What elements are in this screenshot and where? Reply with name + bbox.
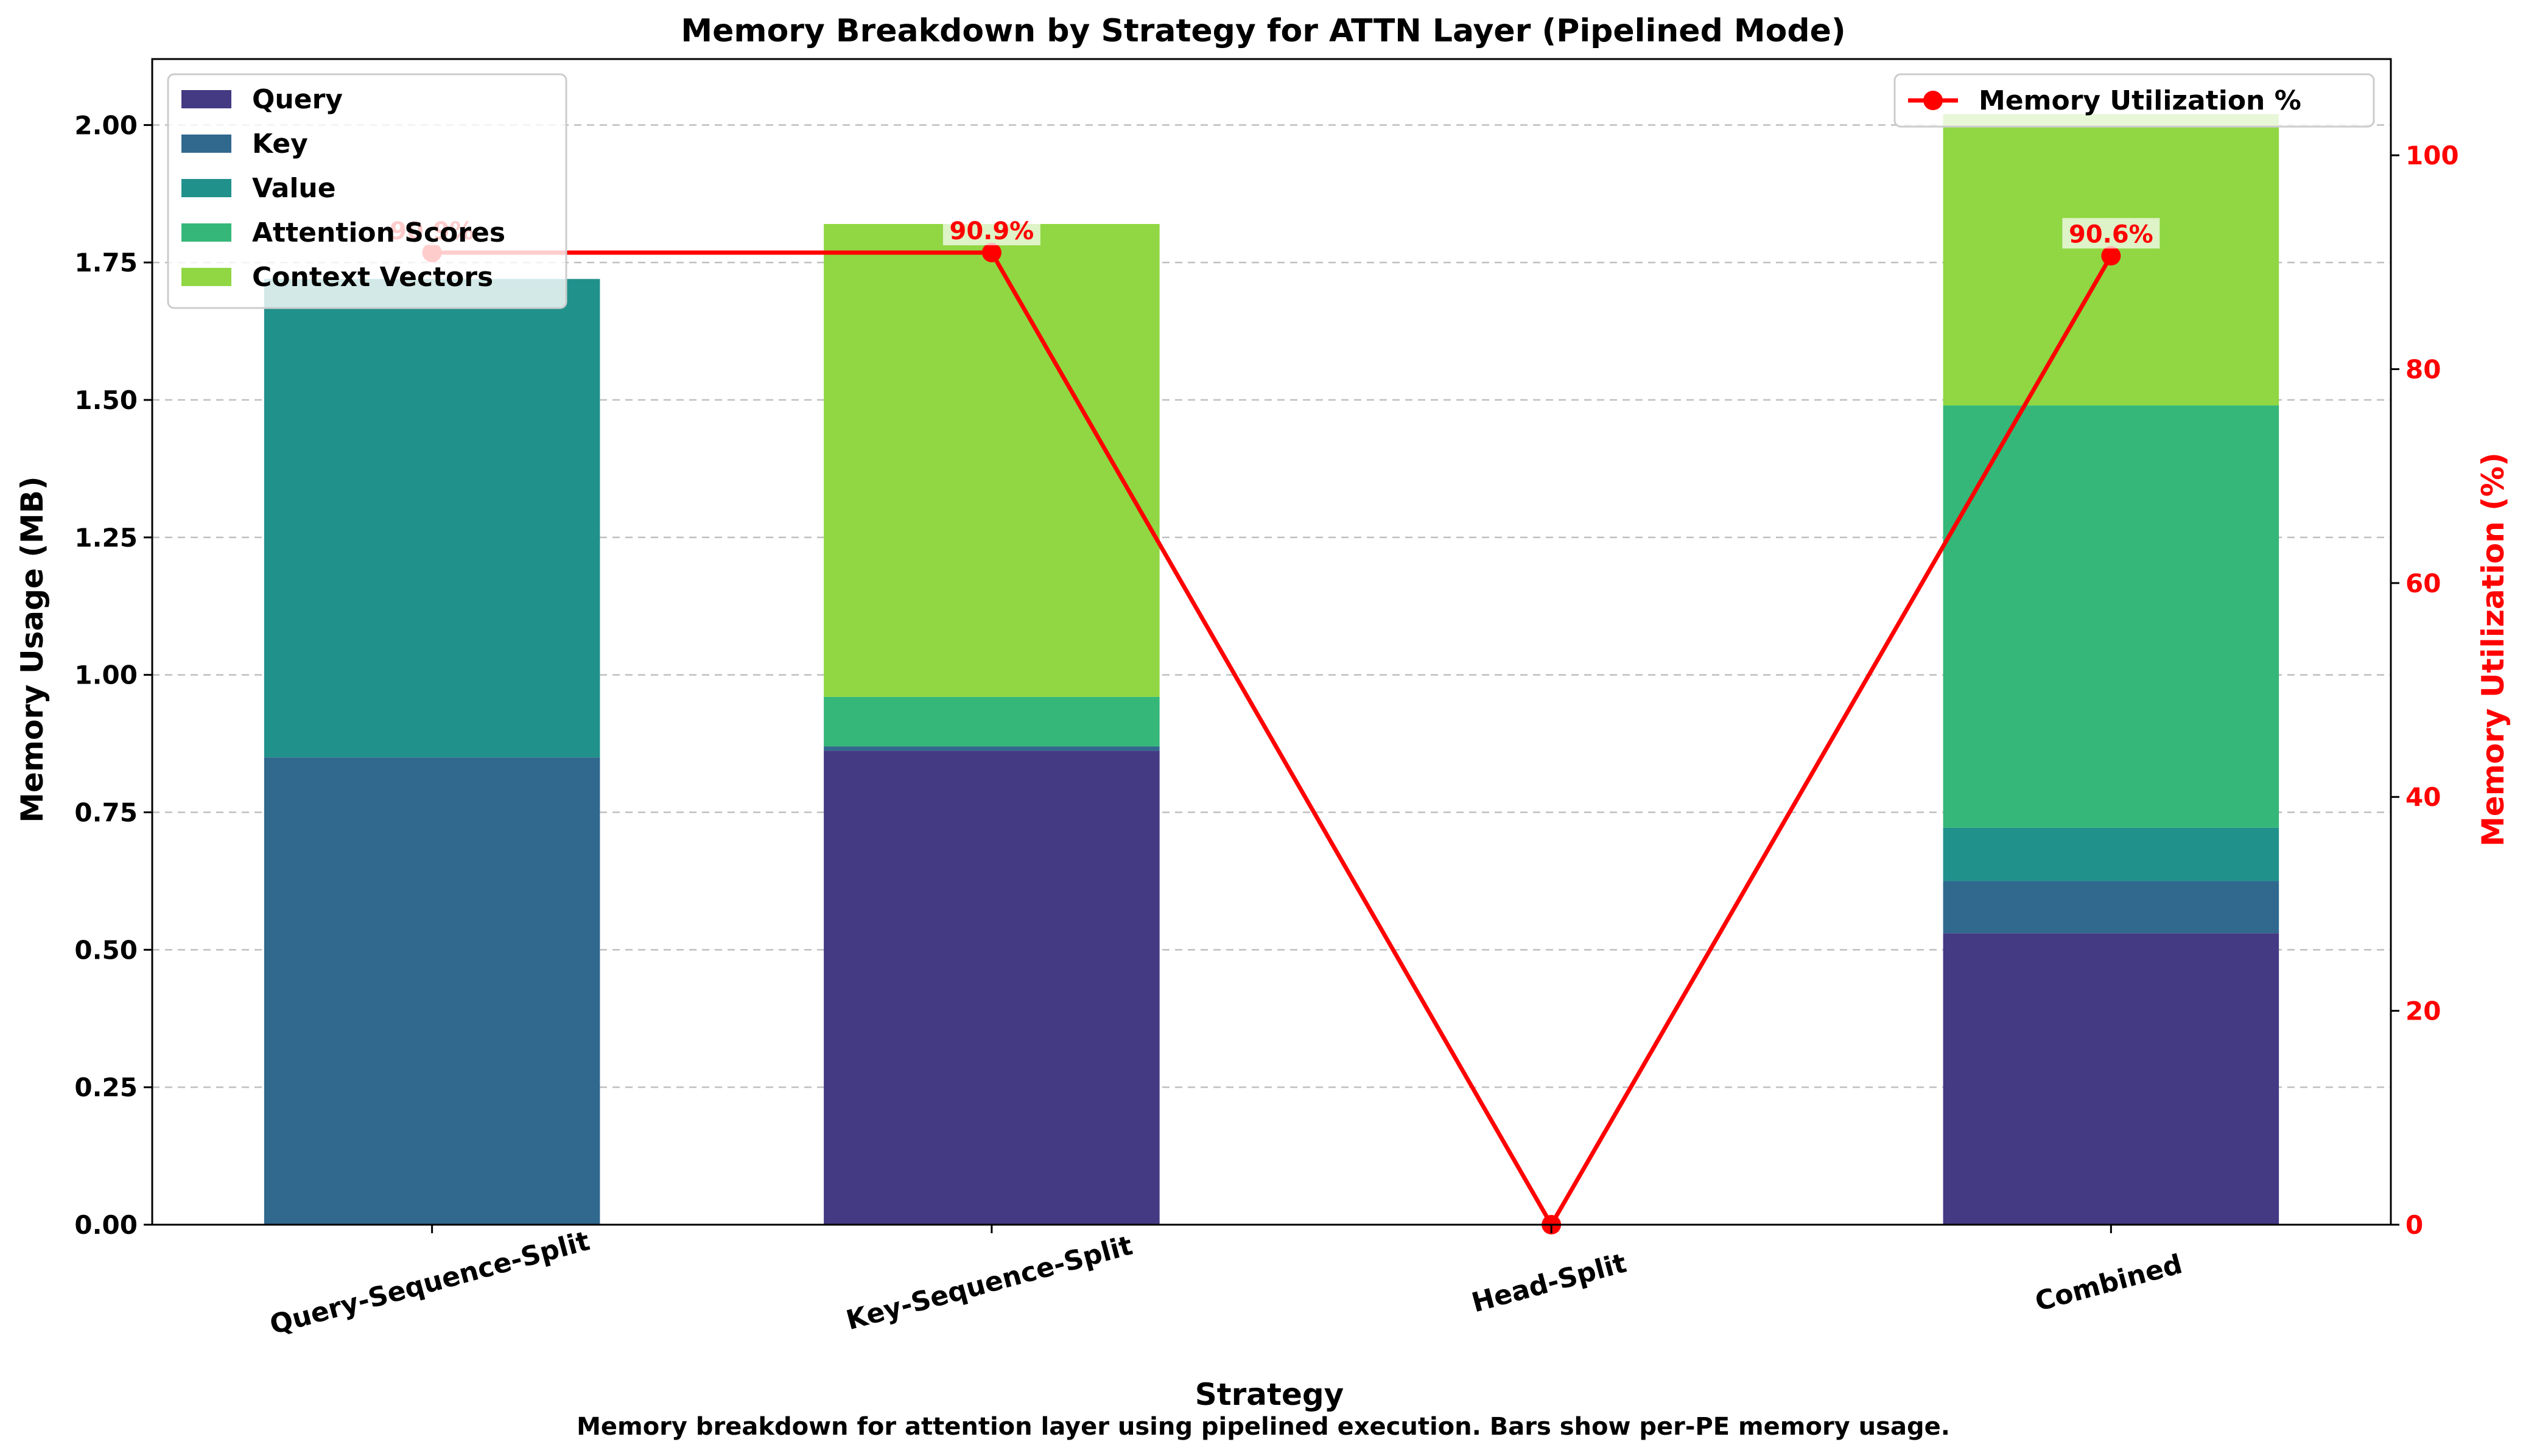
utilization-line-path [432, 250, 2113, 1227]
y-tick-label: 1.75 [74, 248, 138, 278]
y2-axis: 0 20 40 60 80 100 [2391, 141, 2459, 1240]
y2-tick-label: 80 [2405, 354, 2441, 384]
legend-label: Attention Scores [252, 217, 505, 248]
y-tick-label: 2.00 [74, 110, 138, 140]
utilization-label: 90.9% [949, 217, 1034, 245]
y2-axis-label: Memory Utilization (%) [2475, 452, 2511, 847]
legend2-label: Memory Utilization % [1979, 85, 2301, 116]
utilization-point [2101, 246, 2121, 266]
bar-key [264, 757, 600, 1225]
chart-title: Memory Breakdown by Strategy for ATTN La… [681, 13, 1845, 49]
legend: Query Key Value Attention Scores Context Vec… [167, 73, 567, 309]
bar-attention-scores [1943, 405, 2279, 828]
bar-context-vectors [824, 223, 1160, 697]
y2-tick-label: 60 [2405, 569, 2441, 598]
x-axis-label: Strategy [1195, 1377, 1344, 1412]
legend-swatch [181, 179, 231, 197]
legend-box [167, 73, 567, 309]
utilization-label-bg [2062, 218, 2160, 249]
bar-value [264, 279, 600, 758]
legend-utilization: Memory Utilization % [1893, 73, 2375, 128]
y2-tick-label: 20 [2405, 996, 2441, 1026]
bar-key [1943, 881, 2279, 934]
y-axis-label: Memory Usage (MB) [15, 476, 50, 823]
bars [264, 114, 2279, 1225]
plot-frame [151, 58, 2392, 1226]
legend2-marker [1923, 91, 1943, 110]
legend-label: Context Vectors [252, 262, 493, 293]
caption: Memory breakdown for attention layer usi… [577, 1413, 1950, 1441]
bar-key [824, 746, 1160, 751]
y-tick-label: 0.75 [74, 798, 138, 828]
y-axis: 0.00 0.25 0.50 0.75 1.00 1.25 1.50 1.75 2.00 [74, 110, 152, 1240]
utilization-point [981, 242, 1002, 262]
y-tick-label: 0.00 [74, 1210, 138, 1240]
legend-swatch [181, 223, 231, 242]
y2-tick-label: 100 [2405, 141, 2459, 170]
y-tick-label: 0.50 [74, 935, 138, 965]
bar-query [1943, 933, 2279, 1225]
legend-swatch [181, 268, 231, 286]
bar-value [1943, 827, 2279, 881]
bar-attention-scores [824, 696, 1160, 747]
y2-tick-label: 0 [2405, 1210, 2423, 1240]
legend-label: Key [252, 128, 308, 159]
utilization-label-bg [942, 214, 1040, 245]
legend-swatch [181, 135, 231, 153]
utilization-label: 90.6% [2069, 220, 2153, 248]
bar-query [824, 751, 1160, 1225]
legend2-box [1893, 73, 2375, 128]
legend-label: Query [252, 84, 343, 115]
legend-swatch [181, 90, 231, 108]
y-tick-label: 1.50 [74, 385, 138, 415]
y2-tick-label: 40 [2405, 782, 2441, 812]
y-tick-label: 1.25 [74, 523, 138, 553]
legend-label: Value [252, 173, 336, 204]
y-tick-label: 0.25 [74, 1073, 138, 1102]
y-tick-label: 1.00 [74, 660, 138, 690]
